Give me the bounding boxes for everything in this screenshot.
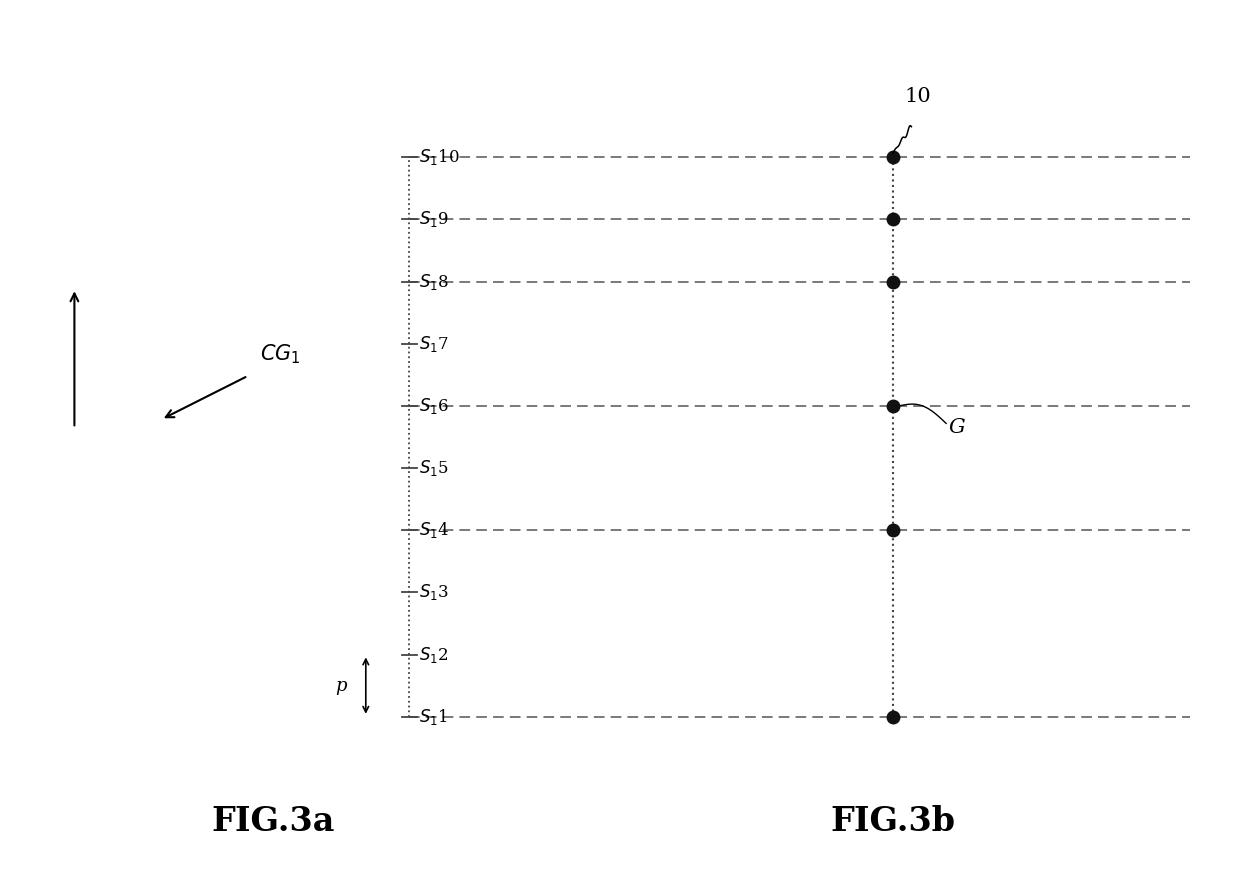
Text: $S_1$7: $S_1$7 bbox=[419, 334, 449, 354]
Text: $S_1$6: $S_1$6 bbox=[419, 396, 449, 416]
Text: FIG.3a: FIG.3a bbox=[211, 805, 335, 838]
Text: $S_1$10: $S_1$10 bbox=[419, 148, 460, 167]
Text: G: G bbox=[949, 419, 965, 437]
Text: $S_1$8: $S_1$8 bbox=[419, 272, 449, 292]
Text: p: p bbox=[336, 676, 347, 695]
Text: $S_1$3: $S_1$3 bbox=[419, 582, 449, 602]
Text: $S_1$1: $S_1$1 bbox=[419, 707, 448, 726]
Text: $S_1$2: $S_1$2 bbox=[419, 644, 449, 664]
Text: 10: 10 bbox=[904, 87, 931, 106]
Text: $CG_1$: $CG_1$ bbox=[260, 342, 301, 366]
Text: FIG.3b: FIG.3b bbox=[831, 805, 955, 838]
Text: $S_1$5: $S_1$5 bbox=[419, 458, 449, 478]
Text: $S_1$9: $S_1$9 bbox=[419, 210, 449, 230]
Text: $S_1$4: $S_1$4 bbox=[419, 520, 449, 540]
